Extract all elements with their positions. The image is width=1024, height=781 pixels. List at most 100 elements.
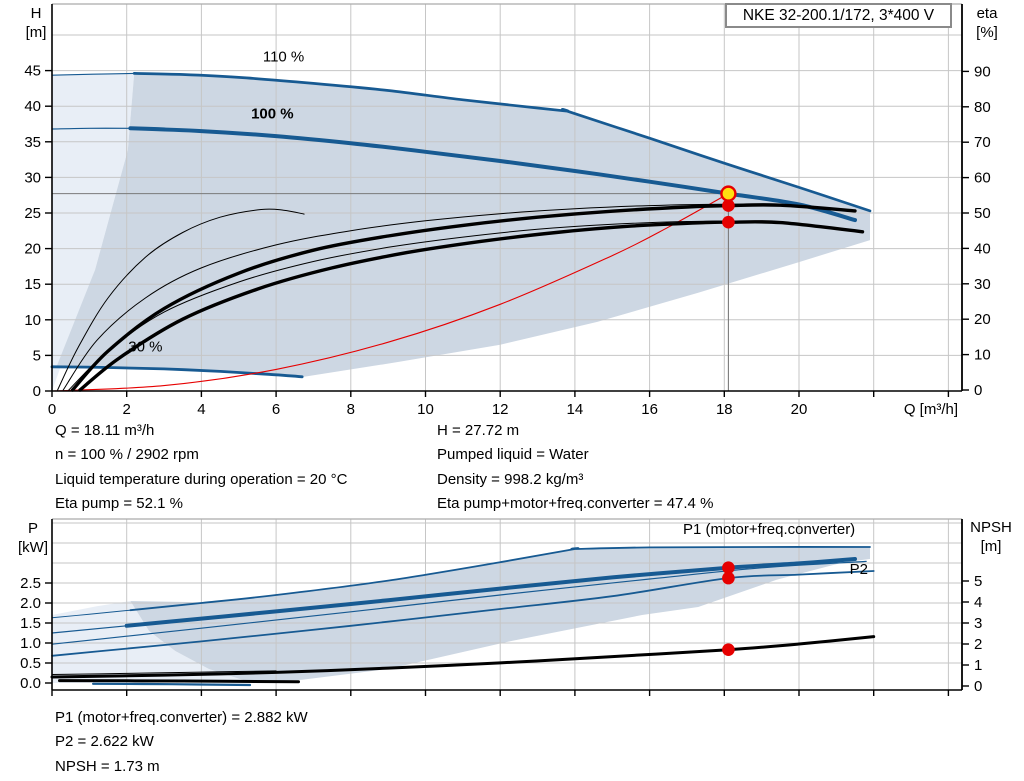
- y-right-tick-label: 5: [974, 573, 982, 590]
- npsh-thin-curve: [51, 670, 277, 675]
- y-left-tick-label: 20: [24, 241, 41, 258]
- info-line-eta-pump: Eta pump = 52.1 %: [55, 494, 183, 512]
- speed-100-curve: [128, 126, 857, 223]
- speed-110-curve: [132, 72, 872, 213]
- y-left-tick-label: 15: [24, 276, 41, 293]
- power-npsh-chart: 0.0 0.5 1.0 1.5 2.0 2.5 0 1 2 3 4 5 P [kW] NPSH [m] P1 (…: [18, 518, 1012, 696]
- duty-info-right: H = 27.72 m Pumped liquid = Water Densit…: [437, 419, 713, 516]
- eta-30-curve: [57, 208, 305, 391]
- x-tick-label: 2: [123, 401, 131, 418]
- info-line-p1: P1 (motor+freq.converter) = 2.882 kW: [55, 709, 308, 726]
- operating-envelope-light: [52, 73, 135, 392]
- p2-100-curve: [51, 570, 875, 657]
- x-axis-title: Q [m³/h]: [904, 401, 958, 418]
- y-left-axis-title: [m]: [26, 24, 47, 41]
- x-tick-label: 8: [347, 401, 355, 418]
- npsh-curve: [50, 635, 876, 679]
- info-line-p2: P2 = 2.622 kW: [55, 733, 154, 751]
- chart-title-box: NKE 32-200.1/172, 3*400 V: [725, 3, 952, 28]
- info-line-n: n = 100 % / 2902 rpm: [55, 446, 199, 464]
- p1-curve-label: P1 (motor+freq.converter): [683, 521, 855, 538]
- info-line-temp: Liquid temperature during operation = 20…: [55, 470, 348, 488]
- y-right-tick-label: 2: [974, 636, 982, 653]
- y-left-tick-label: 0: [33, 383, 41, 400]
- duty-point: [720, 185, 737, 202]
- p1-point: [722, 561, 735, 575]
- info-line-density: Density = 998.2 kg/m³: [437, 470, 584, 488]
- y-right-tick-label: 3: [974, 615, 982, 632]
- x-tick-label: 4: [197, 401, 205, 418]
- y-left-axis-title: H: [31, 5, 42, 22]
- y-left-tick-label: 1.5: [20, 615, 41, 632]
- speed-100-label: 100 %: [251, 105, 294, 122]
- p1-110-curve: [129, 546, 871, 612]
- y-left-tick-label: 2.0: [20, 595, 41, 612]
- y-left-tick-label: 0.5: [20, 655, 41, 672]
- p1-110-curve-lead: [51, 609, 131, 619]
- y-right-tick-label: 1: [974, 657, 982, 674]
- p2-30-curve: [92, 682, 252, 687]
- y-right-tick-label: 10: [974, 347, 991, 364]
- p2-110-curve: [51, 560, 867, 645]
- y-right-tick-label: 90: [974, 63, 991, 80]
- speed-100-curve-lead: [51, 127, 131, 130]
- system-curve: [51, 193, 729, 392]
- y-left-axis-title: P: [28, 520, 38, 537]
- y-left-tick-label: 2.5: [20, 575, 41, 592]
- y-right-axis-title: NPSH: [970, 519, 1012, 536]
- info-line-h: H = 27.72 m: [437, 422, 520, 439]
- y-right-axis-title: [m]: [981, 538, 1002, 555]
- x-tick-label: 14: [567, 401, 584, 418]
- y-right-axis-title: eta: [977, 5, 999, 22]
- info-line-eta-total: Eta pump+motor+freq.converter = 47.4 %: [437, 494, 714, 512]
- p2-point: [722, 571, 735, 585]
- speed-30-curve: [50, 365, 304, 379]
- y-left-tick-label: 5: [33, 347, 41, 364]
- info-line-npsh: NPSH = 1.73 m: [55, 757, 160, 775]
- x-tick-label: 20: [791, 401, 808, 418]
- x-tick-label: 6: [272, 401, 280, 418]
- x-tick-label: 12: [492, 401, 509, 418]
- y-right-tick-label: 70: [974, 134, 991, 151]
- eta-pump-point: [722, 199, 735, 212]
- y-right-axis-title: [%]: [976, 24, 998, 41]
- duty-info-bottom: P1 (motor+freq.converter) = 2.882 kW P2 …: [55, 706, 308, 779]
- y-left-tick-label: 35: [24, 134, 41, 151]
- info-line-liquid: Pumped liquid = Water: [437, 446, 589, 464]
- x-tick-label: 18: [716, 401, 733, 418]
- y-right-tick-label: 4: [974, 594, 982, 611]
- hq-chart: 0 2 4 6 8 10 12 14 16 18 20 Q [m³/h] 0 5 10 15 20 25 30 35 4…: [24, 3, 999, 418]
- x-tick-label: 10: [417, 401, 434, 418]
- eta-total-point: [722, 215, 735, 229]
- speed-110-label: 110 %: [263, 48, 304, 65]
- p1-100-curve-lead: [51, 625, 128, 634]
- y-right-tick-label: 30: [974, 276, 991, 293]
- gridlines: [52, 519, 962, 690]
- y-right-tick-label: 80: [974, 99, 991, 116]
- chart-title: NKE 32-200.1/172, 3*400 V: [742, 6, 935, 24]
- x-tick-label: 16: [641, 401, 658, 418]
- npsh-point: [722, 643, 735, 656]
- info-line-q: Q = 18.11 m³/h: [55, 422, 155, 439]
- y-right-tick-label: 20: [974, 311, 991, 328]
- speed-30-label: 30 %: [128, 338, 162, 355]
- p1-100-curve: [124, 557, 857, 628]
- speed-110-curve-lead: [51, 72, 135, 76]
- y-left-tick-label: 30: [24, 169, 41, 186]
- gridlines: [52, 4, 962, 391]
- y-left-tick-label: 45: [24, 63, 41, 80]
- y-left-tick-label: 0.0: [20, 675, 41, 692]
- p1-30-curve: [58, 679, 300, 684]
- p2-curve-label: P2: [850, 561, 868, 578]
- y-left-tick-label: 1.0: [20, 635, 41, 652]
- duty-info-left: Q = 18.11 m³/h n = 100 % / 2902 rpm Liqu…: [55, 419, 347, 516]
- y-right-tick-label: 60: [974, 170, 991, 187]
- y-right-tick-label: 0: [974, 382, 982, 399]
- y-right-tick-label: 50: [974, 205, 991, 222]
- y-left-tick-label: 40: [24, 98, 41, 115]
- y-right-tick-label: 0: [974, 678, 982, 695]
- y-right-tick-label: 40: [974, 240, 991, 257]
- x-tick-label: 0: [48, 401, 56, 418]
